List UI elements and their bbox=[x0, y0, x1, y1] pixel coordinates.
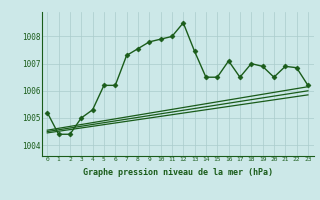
X-axis label: Graphe pression niveau de la mer (hPa): Graphe pression niveau de la mer (hPa) bbox=[83, 168, 273, 177]
